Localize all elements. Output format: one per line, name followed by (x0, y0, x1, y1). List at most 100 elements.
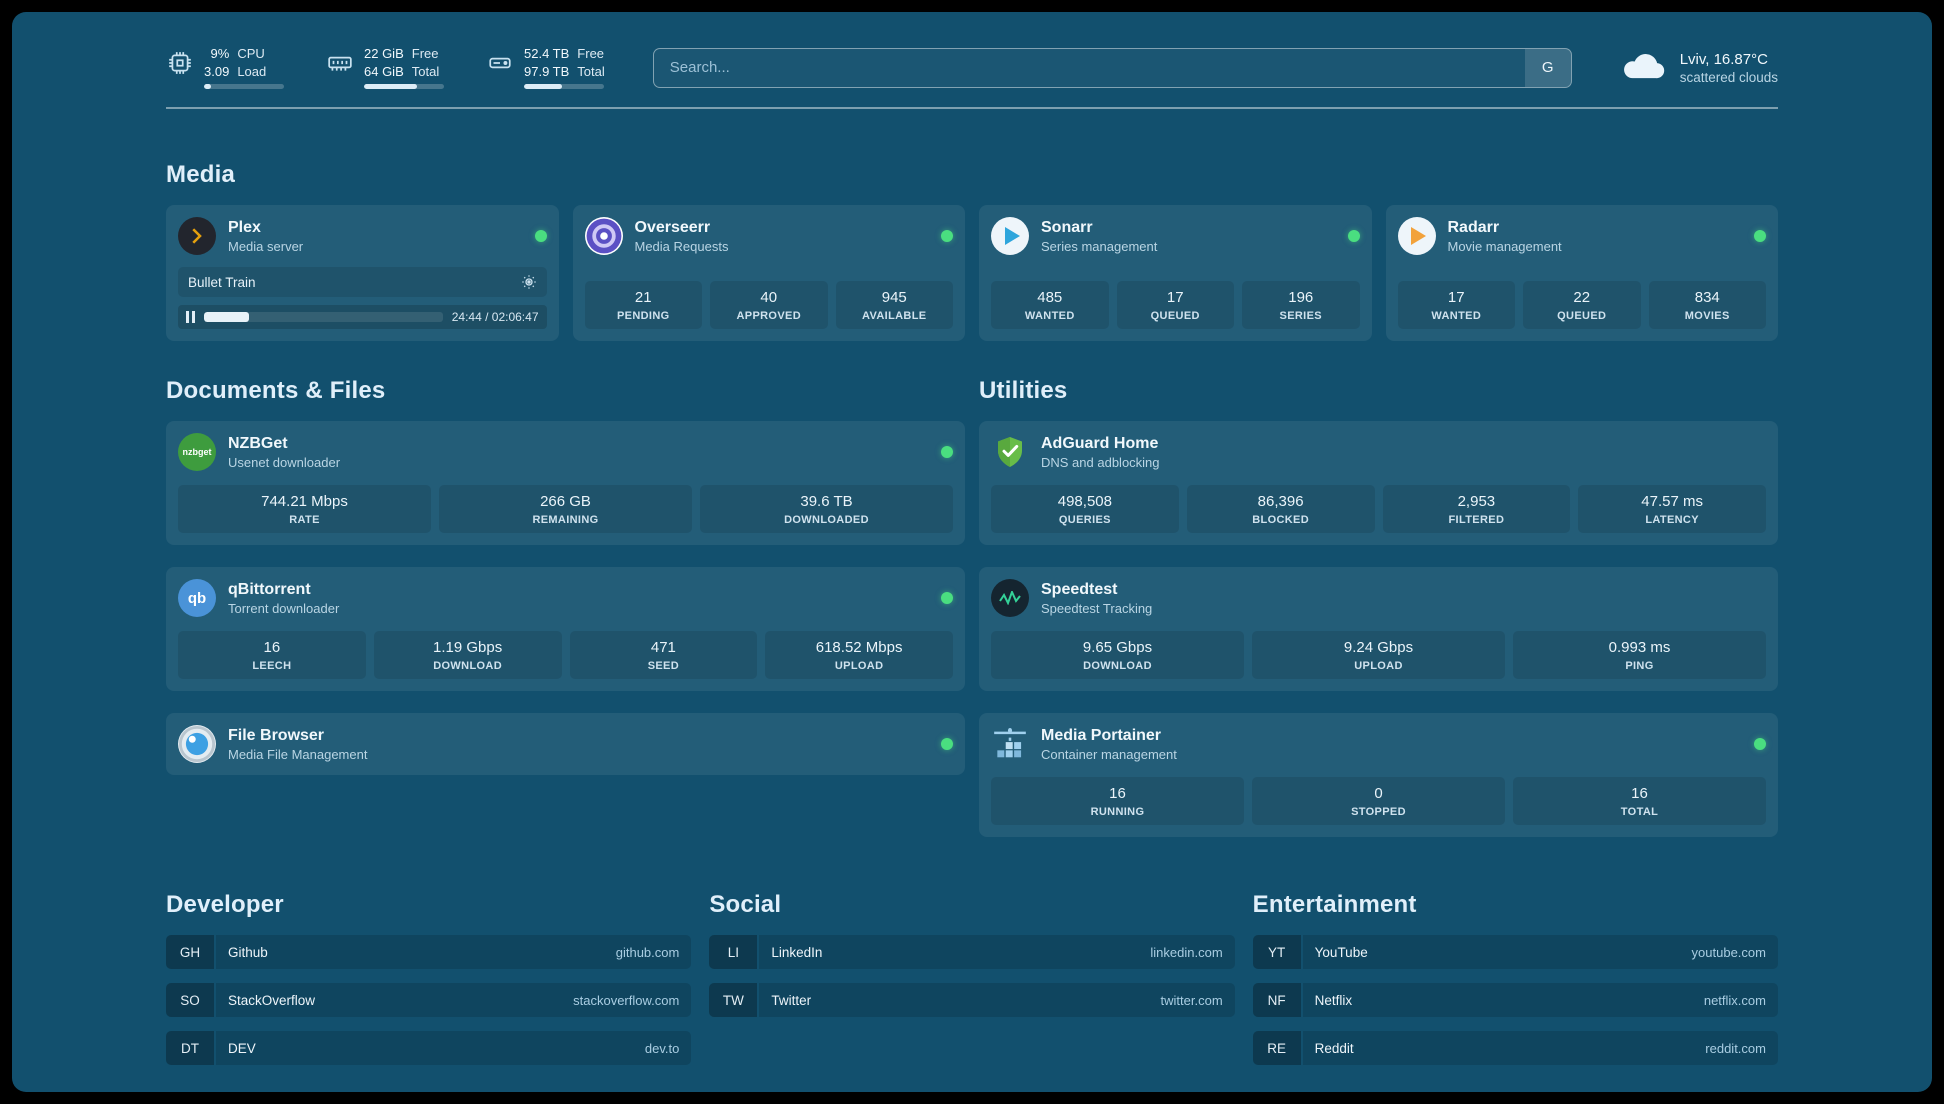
service-name: Media Portainer (1041, 726, 1162, 744)
search-input[interactable] (653, 48, 1525, 87)
settings-gear-icon[interactable] (521, 274, 537, 290)
qbittorrent-card[interactable]: qb qBittorrent Torrent downloader 16 LEE… (166, 567, 965, 691)
stat-box: 16 TOTAL (1513, 777, 1766, 825)
service-name: Overseerr (634, 218, 711, 236)
disk-icon (486, 49, 514, 77)
stat-value: 196 (1288, 289, 1314, 306)
bookmark-group-social: Social LI LinkedIn linkedin.com TW Twitt… (709, 891, 1235, 1065)
section-title-media: Media (166, 161, 236, 188)
stat-value: 86,396 (1257, 493, 1304, 510)
nzbget-icon: nzbget (178, 433, 216, 471)
playback-progress-row: 24:44 / 02:06:47 (178, 305, 547, 329)
now-playing-row: Bullet Train (178, 267, 547, 297)
playback-progress-track[interactable] (204, 312, 443, 322)
filebrowser-card[interactable]: File Browser Media File Management (166, 713, 965, 775)
stat-label: SERIES (1279, 310, 1322, 322)
stat-value: 266 GB (540, 493, 591, 510)
stat-label: DOWNLOAD (433, 660, 503, 672)
resource-widgets: 9% 3.09 CPU Load (166, 46, 605, 89)
nzbget-card[interactable]: nzbget NZBGet Usenet downloader 744.21 M… (166, 421, 965, 545)
bookmark-linkedin[interactable]: LI LinkedIn linkedin.com (709, 935, 1235, 969)
pause-icon[interactable] (186, 311, 195, 323)
stat-value: 618.52 Mbps (815, 639, 903, 656)
bookmark-url: netflix.com (1703, 992, 1766, 1008)
stats-row: 9.65 Gbps DOWNLOAD 9.24 Gbps UPLOAD 0.99… (991, 617, 1766, 679)
portainer-card[interactable]: Media Portainer Container management 16 … (979, 713, 1778, 837)
bookmarks-section: Developer GH Github github.com SO StackO… (166, 891, 1778, 1092)
bookmark-netflix[interactable]: NF Netflix netflix.com (1252, 983, 1778, 1017)
stat-label: WANTED (1024, 310, 1075, 322)
stat-label: WANTED (1431, 310, 1482, 322)
stats-row: 16 RUNNING 0 STOPPED 16 TOTAL (991, 763, 1766, 825)
stat-box: 2,953 FILTERED (1382, 485, 1571, 533)
search-provider-button[interactable]: G (1524, 48, 1571, 87)
stat-value: 17 (1447, 289, 1465, 306)
now-playing-title: Bullet Train (188, 274, 256, 290)
bookmark-github[interactable]: GH Github github.com (166, 935, 692, 969)
service-subtitle: Container management (1041, 746, 1177, 762)
status-dot (941, 446, 953, 458)
stat-box: 266 GB REMAINING (439, 485, 692, 533)
bookmark-twitter[interactable]: TW Twitter twitter.com (709, 983, 1235, 1017)
bookmark-stackoverflow[interactable]: SO StackOverflow stackoverflow.com (166, 983, 692, 1017)
speedtest-card[interactable]: Speedtest Speedtest Tracking 9.65 Gbps D… (979, 567, 1778, 691)
bookmark-name: DEV (228, 1040, 256, 1056)
bookmark-youtube[interactable]: YT YouTube youtube.com (1252, 935, 1778, 969)
weather-location-temp: Lviv, 16.87°C (1679, 50, 1768, 68)
stat-label: APPROVED (736, 310, 802, 322)
cpu-progress-bar (204, 84, 284, 89)
bookmark-url: linkedin.com (1150, 944, 1223, 960)
sonarr-card[interactable]: Sonarr Series management 485 WANTED 17 Q… (979, 205, 1372, 341)
stat-value: 39.6 TB (800, 493, 853, 510)
stat-label: LEECH (252, 660, 292, 672)
adguard-card[interactable]: AdGuard Home DNS and adblocking 498,508 … (979, 421, 1778, 545)
stat-value: 40 (760, 289, 778, 306)
stat-label: DOWNLOAD (1083, 660, 1152, 672)
stats-row: 16 LEECH 1.19 Gbps DOWNLOAD 471 SEED 6 (178, 617, 953, 679)
service-subtitle: Speedtest Tracking (1041, 600, 1153, 616)
search-bar: G (652, 47, 1572, 88)
section-title-utilities: Utilities (979, 377, 1068, 404)
stat-label: PENDING (616, 310, 670, 322)
status-dot (1347, 230, 1360, 242)
weather-widget: Lviv, 16.87°C scattered clouds (1620, 49, 1778, 86)
service-name: Speedtest (1041, 580, 1118, 598)
cpu-usage-label: CPU (237, 46, 265, 61)
stat-value: 0 (1374, 785, 1383, 802)
bookmark-abbr: LI (709, 935, 758, 969)
bookmark-abbr: TW (709, 983, 758, 1017)
overseerr-icon (584, 217, 623, 255)
filebrowser-icon (178, 725, 216, 763)
disk-free-label: Free (577, 46, 605, 61)
bookmark-url: youtube.com (1691, 944, 1766, 960)
service-subtitle: Media server (228, 238, 304, 254)
stat-value: 0.993 ms (1608, 639, 1671, 656)
stat-label: RUNNING (1090, 806, 1145, 818)
bookmark-reddit[interactable]: RE Reddit reddit.com (1252, 1031, 1778, 1065)
service-name: qBittorrent (228, 580, 311, 598)
bookmark-name: Twitter (771, 992, 812, 1008)
memory-icon (326, 49, 354, 77)
stat-label: LATENCY (1645, 514, 1699, 526)
status-dot (534, 230, 547, 242)
cloud-icon (1620, 49, 1666, 86)
stat-box: 0 STOPPED (1252, 777, 1505, 825)
memory-widget: 22 GiB 64 GiB Free Total (326, 46, 444, 89)
dashboard-app: 9% 3.09 CPU Load (12, 12, 1932, 1092)
service-subtitle: Movie management (1447, 238, 1562, 254)
stat-box: 40 APPROVED (710, 281, 828, 329)
overseerr-card[interactable]: Overseerr Media Requests 21 PENDING 40 A… (572, 205, 965, 341)
stat-value: 16 (263, 639, 281, 656)
section-title-social: Social (709, 891, 782, 918)
radarr-card[interactable]: Radarr Movie management 17 WANTED 22 QUE… (1385, 205, 1778, 341)
stat-label: MOVIES (1684, 310, 1730, 322)
stat-box: 834 MOVIES (1648, 281, 1766, 329)
radarr-icon (1397, 217, 1436, 255)
service-name: Sonarr (1041, 218, 1093, 236)
bookmark-dev[interactable]: DT DEV dev.to (166, 1031, 692, 1065)
stat-label: UPLOAD (834, 660, 884, 672)
service-subtitle: Media Requests (634, 238, 729, 254)
speedtest-icon (991, 579, 1029, 617)
stat-box: 16 LEECH (178, 631, 366, 679)
plex-card[interactable]: Plex Media server Bullet Train 24:44 / 0… (166, 205, 559, 341)
